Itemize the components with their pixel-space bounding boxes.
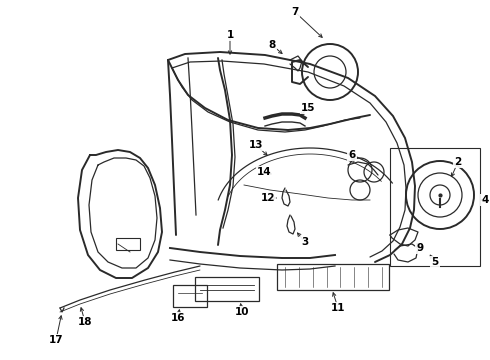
Text: 8: 8 xyxy=(269,40,275,50)
Bar xyxy=(116,238,140,250)
Text: 5: 5 xyxy=(431,257,439,267)
Text: 6: 6 xyxy=(348,150,356,160)
Text: 4: 4 xyxy=(481,195,489,205)
Text: 18: 18 xyxy=(78,317,92,327)
Text: 17: 17 xyxy=(49,335,63,345)
Text: 11: 11 xyxy=(331,303,345,313)
Bar xyxy=(390,148,480,266)
Text: 9: 9 xyxy=(416,243,423,253)
Text: 15: 15 xyxy=(301,103,315,113)
Text: 7: 7 xyxy=(292,7,299,17)
Text: 12: 12 xyxy=(261,193,275,203)
Text: 1: 1 xyxy=(226,30,234,40)
Text: 16: 16 xyxy=(171,313,185,323)
Text: 10: 10 xyxy=(235,307,249,317)
Text: 13: 13 xyxy=(249,140,263,150)
Text: 14: 14 xyxy=(257,167,271,177)
Text: 3: 3 xyxy=(301,237,309,247)
Text: 2: 2 xyxy=(454,157,462,167)
